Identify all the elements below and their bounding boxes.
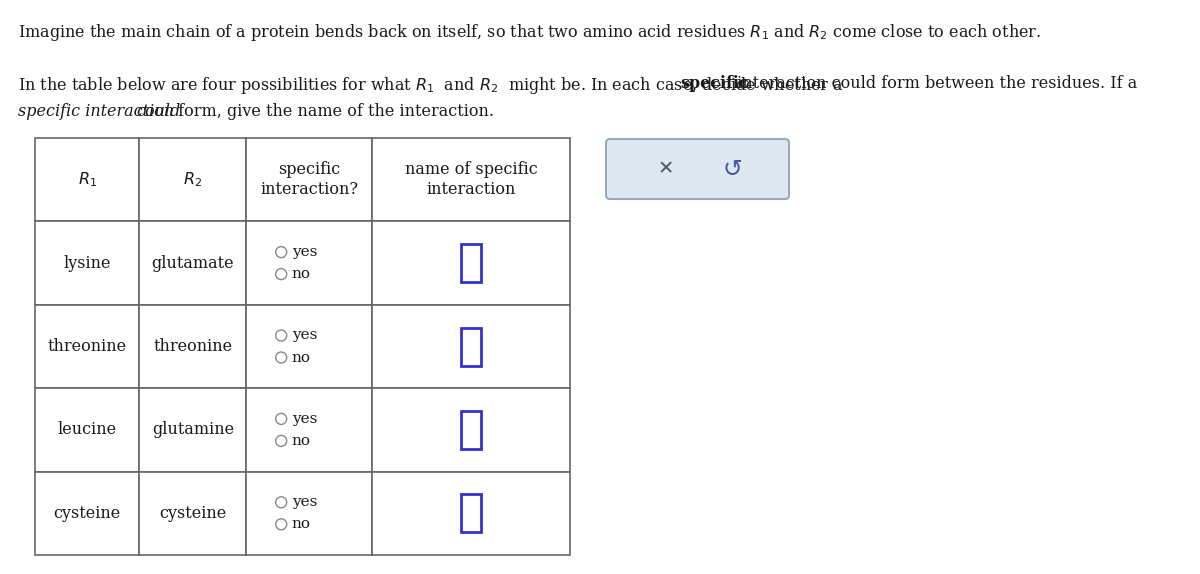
Text: $\mathit{R}_1$: $\mathit{R}_1$: [78, 170, 97, 189]
Text: name of specific
interaction: name of specific interaction: [404, 161, 538, 198]
Text: interaction could form between the residues. If a: interaction could form between the resid…: [732, 75, 1138, 92]
Bar: [246, 472, 372, 555]
Text: glutamate: glutamate: [151, 255, 234, 272]
Bar: [246, 222, 372, 305]
Bar: [35, 305, 139, 388]
Bar: [372, 138, 570, 222]
Bar: [139, 138, 246, 222]
Text: In the table below are four possibilities for what $\mathit{R}_1$  and $\mathit{: In the table below are four possibilitie…: [18, 75, 845, 96]
Bar: [35, 472, 139, 555]
Text: yes: yes: [292, 245, 317, 259]
Bar: [139, 472, 246, 555]
Bar: [35, 138, 139, 222]
FancyBboxPatch shape: [606, 139, 790, 199]
Text: $\mathit{R}_2$: $\mathit{R}_2$: [184, 170, 203, 189]
Bar: [246, 138, 372, 222]
Bar: [139, 388, 246, 472]
Text: specific interaction: specific interaction: [18, 103, 179, 120]
Bar: [246, 305, 372, 388]
Text: Imagine the main chain of a protein bends back on itself, so that two amino acid: Imagine the main chain of a protein bend…: [18, 22, 1042, 43]
Bar: [372, 388, 570, 472]
Bar: [461, 244, 481, 282]
Bar: [35, 388, 139, 472]
Text: could: could: [136, 103, 180, 120]
Bar: [461, 328, 481, 366]
Text: no: no: [292, 517, 311, 532]
Text: lysine: lysine: [64, 255, 110, 272]
Text: ↺: ↺: [722, 157, 743, 181]
Bar: [139, 305, 246, 388]
Text: yes: yes: [292, 412, 317, 426]
Text: yes: yes: [292, 495, 317, 509]
Text: cysteine: cysteine: [160, 505, 227, 522]
Text: specific: specific: [680, 75, 749, 92]
Text: leucine: leucine: [58, 421, 116, 439]
Text: no: no: [292, 351, 311, 364]
Bar: [372, 222, 570, 305]
Bar: [35, 222, 139, 305]
Text: cysteine: cysteine: [54, 505, 121, 522]
Bar: [461, 494, 481, 532]
Text: threonine: threonine: [154, 338, 233, 355]
Text: yes: yes: [292, 328, 317, 343]
Text: form, give the name of the interaction.: form, give the name of the interaction.: [173, 103, 494, 120]
Text: no: no: [292, 434, 311, 448]
Bar: [246, 388, 372, 472]
Bar: [461, 411, 481, 449]
Text: threonine: threonine: [48, 338, 127, 355]
Bar: [372, 472, 570, 555]
Text: ✕: ✕: [658, 160, 674, 179]
Text: specific
interaction?: specific interaction?: [260, 161, 358, 198]
Text: no: no: [292, 267, 311, 281]
Text: glutamine: glutamine: [151, 421, 234, 439]
Bar: [372, 305, 570, 388]
Bar: [139, 222, 246, 305]
